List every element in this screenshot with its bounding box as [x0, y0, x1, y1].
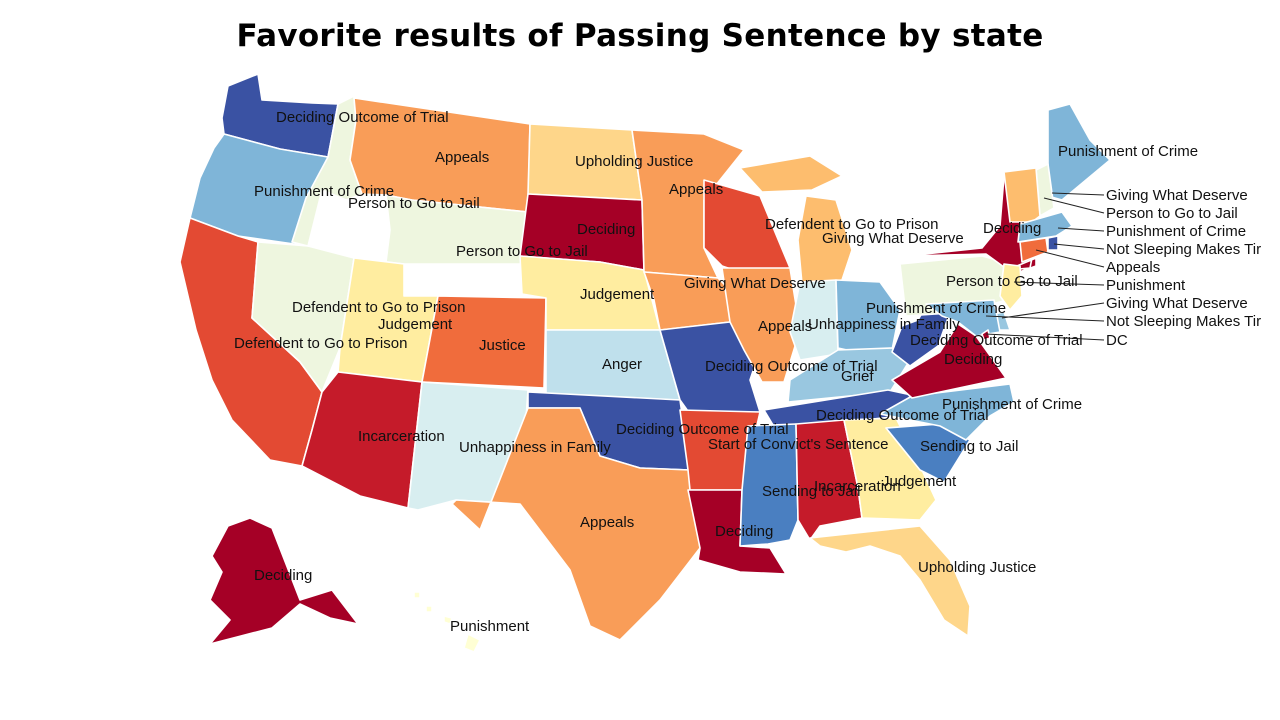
map-title: Favorite results of Passing Sentence by …: [236, 18, 1044, 54]
state-label-ut: Judgement: [378, 316, 453, 333]
state-label-md: Not Sleeping Makes Tir: [1106, 313, 1261, 330]
state-vt: [1003, 167, 1041, 223]
state-label-wa: Deciding Outcome of Trial: [276, 109, 449, 126]
state-label-nj: Punishment: [1106, 277, 1186, 294]
state-label-nh: Person to Go to Jail: [1106, 205, 1238, 222]
state-ma: [1017, 211, 1073, 243]
state-label-ne: Judgement: [580, 286, 655, 303]
state-label-fl: Upholding Justice: [918, 559, 1036, 576]
state-ct: [1019, 237, 1049, 263]
state-tx: [451, 407, 701, 641]
state-label-ak: Deciding: [254, 567, 312, 584]
state-ak: [209, 517, 359, 645]
state-label-nv: Defendent to Go to Prison: [292, 299, 465, 316]
state-label-ms: Sending to Jail: [762, 483, 860, 500]
state-hi: [413, 591, 481, 653]
state-label-ca: Defendent to Go to Prison: [234, 335, 407, 352]
state-label-oh: Punishment of Crime: [866, 300, 1006, 317]
state-in: [789, 279, 839, 361]
state-label-sd: Deciding: [577, 221, 635, 238]
state-co: [421, 295, 547, 389]
state-label-hi: Punishment: [450, 618, 530, 635]
state-label-tn: Deciding Outcome of Trial: [816, 407, 989, 424]
state-label-vt: Giving What Deserve: [1106, 187, 1248, 204]
state-label-mt: Appeals: [435, 149, 489, 166]
state-label-ar: Start of Convict's Sentence: [708, 436, 888, 453]
state-label-va: Deciding: [944, 351, 1002, 368]
state-dc: [981, 329, 991, 341]
state-label-ky: Grief: [841, 368, 874, 385]
state-label-id: Person to Go to Jail: [348, 195, 480, 212]
state-label-or: Punishment of Crime: [254, 183, 394, 200]
state-label-ks: Anger: [602, 356, 642, 373]
state-label-me: Punishment of Crime: [1058, 143, 1198, 160]
state-label-mo: Deciding Outcome of Trial: [705, 358, 878, 375]
state-label-wv: Deciding Outcome of Trial: [910, 332, 1083, 349]
state-label-ri: Not Sleeping Makes Tir: [1106, 241, 1261, 258]
callout-lines: [985, 192, 1105, 341]
state-label-ma: Punishment of Crime: [1106, 223, 1246, 240]
state-label-ga: Judgement: [882, 473, 957, 490]
state-nj: [999, 263, 1023, 311]
state-nv: [251, 241, 355, 393]
state-label-nd: Upholding Justice: [575, 153, 693, 170]
state-label-nc: Punishment of Crime: [942, 396, 1082, 413]
state-label-wy: Person to Go to Jail: [456, 243, 588, 260]
state-wy: [385, 194, 529, 265]
state-label-sc: Sending to Jail: [920, 438, 1018, 455]
state-label-in: Unhappiness in Family: [808, 316, 960, 333]
state-label-ny: Deciding: [983, 220, 1041, 237]
state-label-mn: Appeals: [669, 181, 723, 198]
state-label-nm: Unhappiness in Family: [459, 439, 611, 456]
state-label-mi: Giving What Deserve: [822, 230, 964, 247]
state-or: [189, 133, 329, 247]
state-label-la: Deciding: [715, 523, 773, 540]
state-label-wi: Defendent to Go to Prison: [765, 216, 938, 233]
state-il: [721, 267, 801, 383]
state-fl: [809, 525, 971, 637]
state-md: [925, 299, 1001, 337]
state-label-az: Incarceration: [358, 428, 445, 445]
state-label-pa: Person to Go to Jail: [946, 273, 1078, 290]
state-label-tx: Appeals: [580, 514, 634, 531]
state-ri: [1047, 235, 1059, 251]
state-label-co: Justice: [479, 337, 526, 354]
state-label-ct: Appeals: [1106, 259, 1160, 276]
state-label-al: Incarceration: [814, 478, 901, 495]
state-label-ok: Deciding Outcome of Trial: [616, 421, 789, 438]
state-label-ia: Giving What Deserve: [684, 275, 826, 292]
state-label-dc: DC: [1106, 332, 1128, 349]
state-label-il: Appeals: [758, 318, 812, 335]
state-label-de: Giving What Deserve: [1106, 295, 1248, 312]
